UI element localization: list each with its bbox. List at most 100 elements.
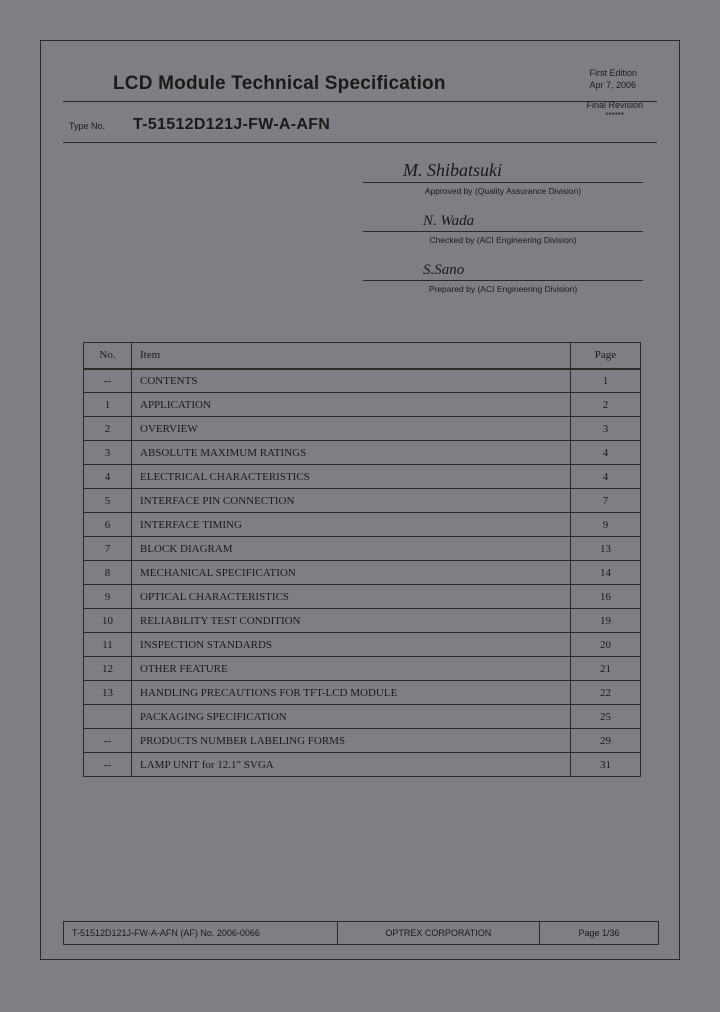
toc-cell-item: PACKAGING SPECIFICATION [132,705,571,729]
table-row: 2OVERVIEW3 [84,417,641,441]
doc-title: LCD Module Technical Specification [113,73,657,95]
signature-block: M. Shibatsuki Approved by (Quality Assura… [363,161,643,294]
toc-cell-item: INTERFACE TIMING [132,513,571,537]
signature: S.Sano Prepared by (ACI Engineering Divis… [363,259,643,294]
revision-label: Final Revision [586,100,643,110]
table-row: 7BLOCK DIAGRAM13 [84,537,641,561]
type-number: T-51512D121J-FW-A-AFN [133,116,330,134]
table-row: 9OPTICAL CHARACTERISTICS16 [84,585,641,609]
toc-cell-item: ABSOLUTE MAXIMUM RATINGS [132,441,571,465]
toc-cell-no: -- [84,753,132,777]
table-row: 4ELECTRICAL CHARACTERISTICS4 [84,465,641,489]
signature: N. Wada Checked by (ACI Engineering Divis… [363,210,643,245]
toc-cell-item: OVERVIEW [132,417,571,441]
toc-cell-page: 4 [571,465,641,489]
signature-caption: Checked by (ACI Engineering Division) [363,235,643,245]
toc-cell-no: 8 [84,561,132,585]
signature-script: N. Wada [423,213,474,230]
footer-table: T-51512D121J-FW-A-AFN (AF) No. 2006-0066… [63,921,659,945]
toc-cell-page: 3 [571,417,641,441]
signature-script: S.Sano [423,262,464,279]
toc-cell-page: 2 [571,393,641,417]
toc-header-item: Item [132,343,571,369]
footer-center: OPTREX CORPORATION [337,922,539,945]
toc-body: --CONTENTS11APPLICATION22OVERVIEW33ABSOL… [84,369,641,777]
toc-cell-page: 7 [571,489,641,513]
toc-cell-page: 29 [571,729,641,753]
table-row: 11INSPECTION STANDARDS20 [84,633,641,657]
table-row: 10RELIABILITY TEST CONDITION19 [84,609,641,633]
signature: M. Shibatsuki Approved by (Quality Assura… [363,161,643,196]
edition-line2: Apr 7, 2006 [589,80,636,90]
toc-cell-page: 13 [571,537,641,561]
toc-table: No. Item Page --CONTENTS11APPLICATION22O… [83,342,641,777]
table-row: PACKAGING SPECIFICATION25 [84,705,641,729]
toc-cell-item: APPLICATION [132,393,571,417]
toc-cell-item: OTHER FEATURE [132,657,571,681]
toc-cell-no: -- [84,729,132,753]
toc-cell-item: INSPECTION STANDARDS [132,633,571,657]
toc-cell-page: 1 [571,369,641,393]
toc-cell-item: CONTENTS [132,369,571,393]
revision-info: Final Revision ****** [586,99,643,122]
signature-line: M. Shibatsuki [363,161,643,183]
toc-cell-page: 22 [571,681,641,705]
table-row: 1APPLICATION2 [84,393,641,417]
toc-cell-page: 20 [571,633,641,657]
footer-right: Page 1/36 [539,922,658,945]
toc-header-page: Page [571,343,641,369]
toc-cell-no [84,705,132,729]
toc-cell-page: 25 [571,705,641,729]
toc-cell-no: 5 [84,489,132,513]
type-label: Type No. [69,121,105,131]
toc-cell-page: 9 [571,513,641,537]
table-row: 13HANDLING PRECAUTIONS FOR TFT-LCD MODUL… [84,681,641,705]
toc-cell-page: 16 [571,585,641,609]
type-row: Type No. T-51512D121J-FW-A-AFN [63,108,657,143]
toc-cell-page: 19 [571,609,641,633]
footer-left: T-51512D121J-FW-A-AFN (AF) No. 2006-0066 [64,922,338,945]
toc-cell-page: 21 [571,657,641,681]
header-block: First Edition Apr 7, 2006 LCD Module Tec… [63,73,657,102]
toc-header-row: No. Item Page [84,343,641,369]
toc-cell-no: 13 [84,681,132,705]
toc-cell-no: 2 [84,417,132,441]
table-row: 3ABSOLUTE MAXIMUM RATINGS4 [84,441,641,465]
signature-caption: Prepared by (ACI Engineering Division) [363,284,643,294]
toc-cell-page: 4 [571,441,641,465]
toc-cell-no: 12 [84,657,132,681]
toc-cell-no: 4 [84,465,132,489]
toc-cell-item: INTERFACE PIN CONNECTION [132,489,571,513]
edition-info: First Edition Apr 7, 2006 [589,67,637,91]
signature-line: N. Wada [363,210,643,232]
table-row: 5INTERFACE PIN CONNECTION7 [84,489,641,513]
toc-cell-item: HANDLING PRECAUTIONS FOR TFT-LCD MODULE [132,681,571,705]
toc-cell-item: OPTICAL CHARACTERISTICS [132,585,571,609]
table-row: --LAMP UNIT for 12.1" SVGA31 [84,753,641,777]
signature-script: M. Shibatsuki [403,160,502,181]
table-row: 6INTERFACE TIMING9 [84,513,641,537]
toc-cell-page: 31 [571,753,641,777]
table-row: 8MECHANICAL SPECIFICATION14 [84,561,641,585]
toc-cell-no: 7 [84,537,132,561]
table-row: --PRODUCTS NUMBER LABELING FORMS29 [84,729,641,753]
table-row: 12OTHER FEATURE21 [84,657,641,681]
footer-row: T-51512D121J-FW-A-AFN (AF) No. 2006-0066… [64,922,659,945]
toc-cell-no: 10 [84,609,132,633]
document-page: First Edition Apr 7, 2006 LCD Module Tec… [40,40,680,960]
toc-cell-item: MECHANICAL SPECIFICATION [132,561,571,585]
signature-caption: Approved by (Quality Assurance Division) [363,186,643,196]
table-row: --CONTENTS1 [84,369,641,393]
toc-cell-item: LAMP UNIT for 12.1" SVGA [132,753,571,777]
toc-cell-no: 1 [84,393,132,417]
toc-cell-no: 9 [84,585,132,609]
toc-cell-no: -- [84,369,132,393]
toc-cell-no: 11 [84,633,132,657]
toc-cell-page: 14 [571,561,641,585]
toc-cell-no: 6 [84,513,132,537]
toc-cell-no: 3 [84,441,132,465]
toc-cell-item: RELIABILITY TEST CONDITION [132,609,571,633]
toc-cell-item: PRODUCTS NUMBER LABELING FORMS [132,729,571,753]
edition-line1: First Edition [589,68,637,78]
revision-stars: ****** [586,111,643,122]
